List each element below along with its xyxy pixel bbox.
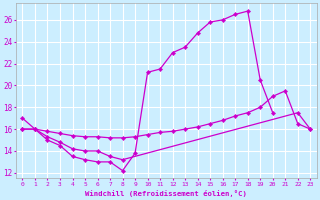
X-axis label: Windchill (Refroidissement éolien,°C): Windchill (Refroidissement éolien,°C): [85, 190, 247, 197]
